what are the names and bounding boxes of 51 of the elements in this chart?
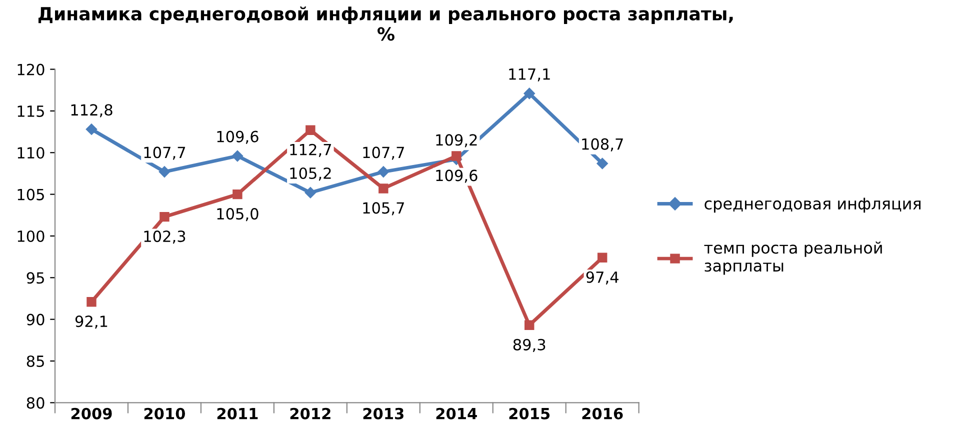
y-tick-label: 95: [26, 272, 44, 284]
point: [86, 296, 96, 307]
legend-label: темп роста реальной зарплаты: [704, 241, 882, 275]
point: [378, 166, 390, 178]
point: [304, 187, 316, 198]
data-label: 117,1: [509, 68, 550, 82]
data-label: 97,4: [586, 271, 618, 284]
y-tick-label: 100: [18, 230, 44, 242]
y-tick-label: 120: [18, 64, 44, 76]
x-tick-label: 2015: [509, 408, 550, 420]
data-label: 105,0: [217, 208, 258, 222]
x-tick-label: 2016: [582, 408, 623, 420]
y-tick-label: 80: [26, 397, 44, 409]
data-label: 92,1: [75, 316, 108, 329]
data-label: 105,2: [290, 167, 331, 181]
point: [596, 158, 608, 170]
point: [306, 125, 316, 135]
x-tick-label: 2013: [363, 408, 404, 420]
data-label: 112,7: [290, 144, 331, 157]
x-tick-label: 2011: [217, 408, 258, 420]
data-label: 107,7: [363, 146, 404, 160]
point: [378, 184, 388, 194]
point: [158, 166, 170, 178]
y-tick-label: 115: [18, 106, 44, 117]
x-tick-label: 2014: [436, 408, 477, 420]
data-label: 108,7: [582, 138, 623, 152]
point: [160, 212, 170, 222]
y-tick-label: 110: [18, 147, 44, 159]
legend-label: среднегодовая инфляция: [704, 198, 920, 213]
point: [452, 151, 462, 161]
x-tick-label: 2012: [290, 408, 330, 420]
x-tick-label: 2009: [71, 408, 112, 420]
point: [597, 252, 608, 263]
data-label: 109,2: [436, 134, 477, 148]
y-tick-label: 105: [18, 188, 44, 200]
data-label: 109,6: [217, 130, 258, 144]
point: [86, 124, 98, 135]
point: [524, 88, 535, 100]
point: [232, 189, 242, 200]
data-label: 89,3: [513, 338, 546, 352]
chart-title: Динамика среднегодовой инфляции и реального роста зарплаты, %: [38, 6, 733, 41]
x-tick-label: 2010: [144, 408, 186, 420]
point: [524, 320, 534, 330]
y-tick-label: 85: [26, 355, 44, 368]
data-label: 109,6: [436, 170, 478, 183]
data-label: 112,8: [71, 104, 112, 118]
data-label: 105,7: [363, 202, 404, 216]
data-label: 107,7: [144, 146, 186, 160]
data-label: 102,3: [144, 230, 186, 244]
point: [232, 150, 244, 162]
y-tick-label: 90: [26, 314, 44, 326]
